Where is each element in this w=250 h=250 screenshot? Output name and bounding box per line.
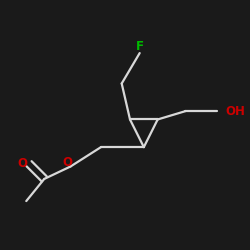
Text: O: O [17,157,27,170]
Text: OH: OH [226,105,245,118]
Text: F: F [136,40,144,53]
Text: O: O [63,156,73,169]
